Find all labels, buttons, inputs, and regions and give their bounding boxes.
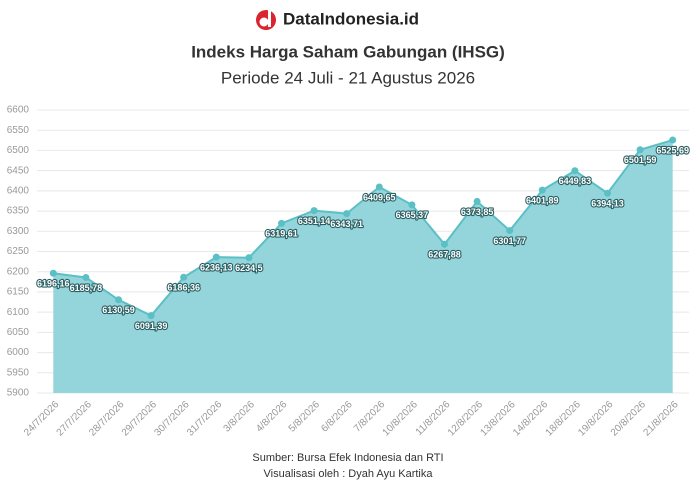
y-tick-label: 6000 — [7, 347, 30, 358]
y-tick-label: 6400 — [7, 185, 30, 196]
y-tick-label: 5900 — [7, 388, 30, 399]
y-tick-label: 6250 — [7, 246, 30, 257]
value-label: 6091,39 — [135, 321, 168, 331]
point — [473, 197, 481, 205]
y-tick-label: 6550 — [7, 125, 30, 136]
y-tick-label: 6050 — [7, 327, 30, 338]
value-label: 6401,89 — [526, 195, 559, 205]
value-label: 6234,5 — [235, 263, 263, 273]
value-label: 6409,65 — [363, 192, 396, 202]
point — [278, 219, 285, 227]
point — [571, 167, 579, 175]
y-tick-label: 6350 — [7, 206, 30, 217]
value-label: 6394,13 — [591, 199, 624, 209]
x-tick-label: 6/8/2026 — [319, 399, 355, 435]
value-label: 6373,85 — [461, 207, 494, 217]
point — [343, 210, 351, 218]
brand: DataIndonesia.id — [283, 9, 419, 28]
point — [375, 183, 383, 191]
area — [53, 140, 673, 393]
point — [669, 136, 677, 144]
point — [538, 186, 546, 194]
value-label: 6365,37 — [396, 210, 429, 220]
point — [180, 273, 188, 281]
value-label: 6319,61 — [265, 229, 298, 239]
chart-subtitle: Periode 24 Juli - 21 Agustus 2026 — [221, 68, 475, 87]
value-label: 6501,59 — [624, 155, 657, 165]
point — [147, 312, 155, 320]
point — [636, 146, 644, 154]
point — [604, 189, 611, 197]
value-label: 6186,36 — [167, 283, 200, 293]
logo — [256, 10, 276, 30]
value-label: 6196,16 — [37, 279, 70, 289]
y-tick-label: 6200 — [7, 266, 30, 277]
point — [115, 296, 122, 304]
y-tick-label: 6300 — [7, 226, 30, 237]
x-tick-label: 31/7/2026 — [185, 399, 225, 439]
source: Sumber: Bursa Efek Indonesia dan RTI — [252, 452, 443, 464]
x-tick-label: 21/8/2026 — [641, 399, 681, 439]
chart-title: Indeks Harga Saham Gabungan (IHSG) — [191, 42, 505, 61]
point — [82, 273, 90, 281]
point — [49, 269, 57, 277]
x-tick-label: 4/8/2026 — [254, 399, 290, 435]
point — [441, 240, 448, 248]
point — [212, 253, 220, 261]
value-label: 6301,77 — [493, 236, 526, 246]
x-tick-label: 10/8/2026 — [381, 399, 421, 439]
y-tick-label: 6150 — [7, 287, 30, 298]
line — [53, 139, 673, 317]
y-tick-label: 6450 — [7, 165, 30, 176]
value-label: 6130,59 — [102, 305, 135, 315]
point — [310, 207, 318, 215]
x-tick-label: 5/8/2026 — [287, 399, 323, 435]
y-tick-label: 5950 — [7, 367, 30, 378]
y-tick-label: 6100 — [7, 307, 30, 318]
y-tick-label: 6600 — [7, 105, 30, 116]
x-tick-label: 3/8/2026 — [222, 399, 258, 435]
credit: Visualisasi oleh : Dyah Ayu Kartika — [264, 468, 434, 480]
value-label: 6449,83 — [559, 176, 592, 186]
y-tick-label: 6500 — [7, 145, 30, 156]
value-label: 6525,69 — [656, 145, 689, 155]
point — [506, 227, 514, 235]
value-label: 6185,78 — [70, 283, 103, 293]
value-label: 6236,13 — [200, 262, 233, 272]
value-label: 6267,88 — [428, 250, 461, 260]
point — [408, 201, 416, 209]
point — [245, 254, 253, 262]
value-label: 6343,71 — [330, 219, 363, 229]
value-label: 6351,14 — [298, 216, 331, 226]
